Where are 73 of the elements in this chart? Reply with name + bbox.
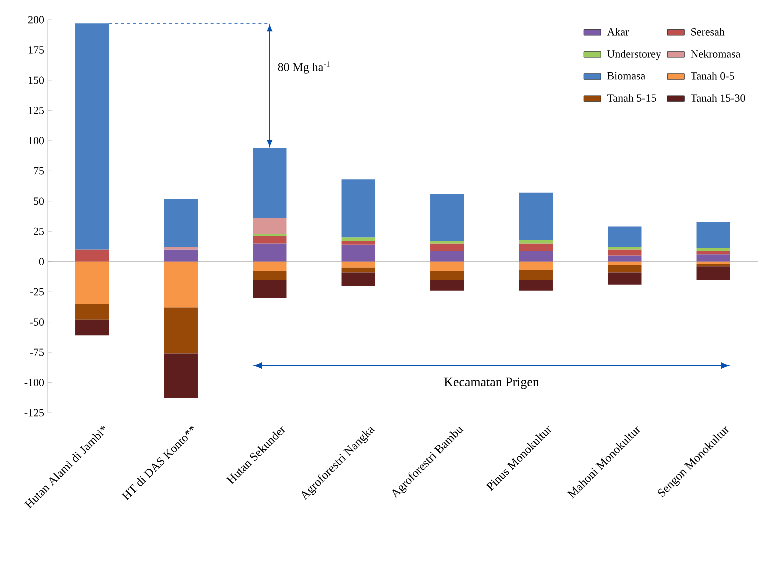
bar <box>519 270 553 280</box>
bar <box>430 244 464 251</box>
bar <box>696 222 730 249</box>
legend-label: Akar <box>607 28 630 36</box>
y-tick-label: 175 <box>29 46 44 54</box>
bar <box>76 250 110 262</box>
bar <box>519 240 553 244</box>
bar <box>519 192 553 240</box>
bar <box>519 244 553 251</box>
legend-label: Seresah <box>692 28 725 36</box>
bar <box>253 244 287 262</box>
bar <box>164 247 198 250</box>
bar <box>519 250 553 262</box>
bar <box>253 236 287 244</box>
y-tick-label: -50 <box>30 318 44 326</box>
bar <box>342 180 376 238</box>
annotation: Kecamatan Prigen <box>444 378 540 390</box>
bar <box>696 262 730 264</box>
bar <box>608 262 642 266</box>
bar <box>76 304 110 320</box>
bar <box>430 250 464 262</box>
bar <box>430 262 464 272</box>
bar <box>342 241 376 245</box>
bar <box>430 280 464 291</box>
y-tick-label: 100 <box>29 137 44 145</box>
legend-label: Biomasa <box>608 72 646 80</box>
bar <box>430 194 464 242</box>
bar <box>164 354 198 398</box>
bar <box>608 247 642 250</box>
y-tick-label: -25 <box>30 288 44 296</box>
bar <box>253 280 287 298</box>
bar <box>519 262 553 270</box>
bar <box>253 262 287 272</box>
legend-label: Tanah 5-15 <box>607 94 656 102</box>
bar <box>608 226 642 248</box>
legend-label: Understorey <box>608 50 662 60</box>
legend-label: Tanah 0-5 <box>691 72 734 80</box>
bar <box>342 238 376 242</box>
bar <box>76 262 110 304</box>
bar <box>430 272 464 280</box>
y-tick-label: 150 <box>29 76 44 84</box>
bar <box>164 198 198 248</box>
y-tick-label: 200 <box>28 16 44 24</box>
bar <box>342 262 376 268</box>
legend-label: Tanah 15-30 <box>691 94 746 102</box>
bar <box>608 265 642 273</box>
legend-label: Nekromasa <box>691 50 741 58</box>
bar <box>519 280 553 291</box>
y-tick-label: -100 <box>24 379 44 386</box>
y-tick-label: 125 <box>29 107 44 114</box>
bar <box>696 250 730 255</box>
y-tick-label: 50 <box>34 198 44 206</box>
bar <box>253 148 287 218</box>
bar <box>342 272 376 286</box>
bar <box>164 308 198 354</box>
bar <box>608 272 642 285</box>
y-tick-label: -75 <box>30 348 44 356</box>
bar <box>76 320 110 336</box>
bar <box>342 244 376 262</box>
bar <box>608 256 642 262</box>
y-tick-label: 75 <box>34 168 44 175</box>
y-tick-label: 25 <box>34 228 44 236</box>
bar <box>608 250 642 256</box>
bar <box>342 268 376 273</box>
bar <box>253 272 287 280</box>
bar <box>164 250 198 262</box>
bar <box>696 254 730 262</box>
y-tick-label: 0 <box>39 258 44 266</box>
y-tick-label: -125 <box>24 409 44 417</box>
bar <box>253 218 287 234</box>
bar <box>164 262 198 308</box>
annotation: 80 Mg ha$^{-1}$ <box>278 62 330 74</box>
bar <box>696 266 730 280</box>
